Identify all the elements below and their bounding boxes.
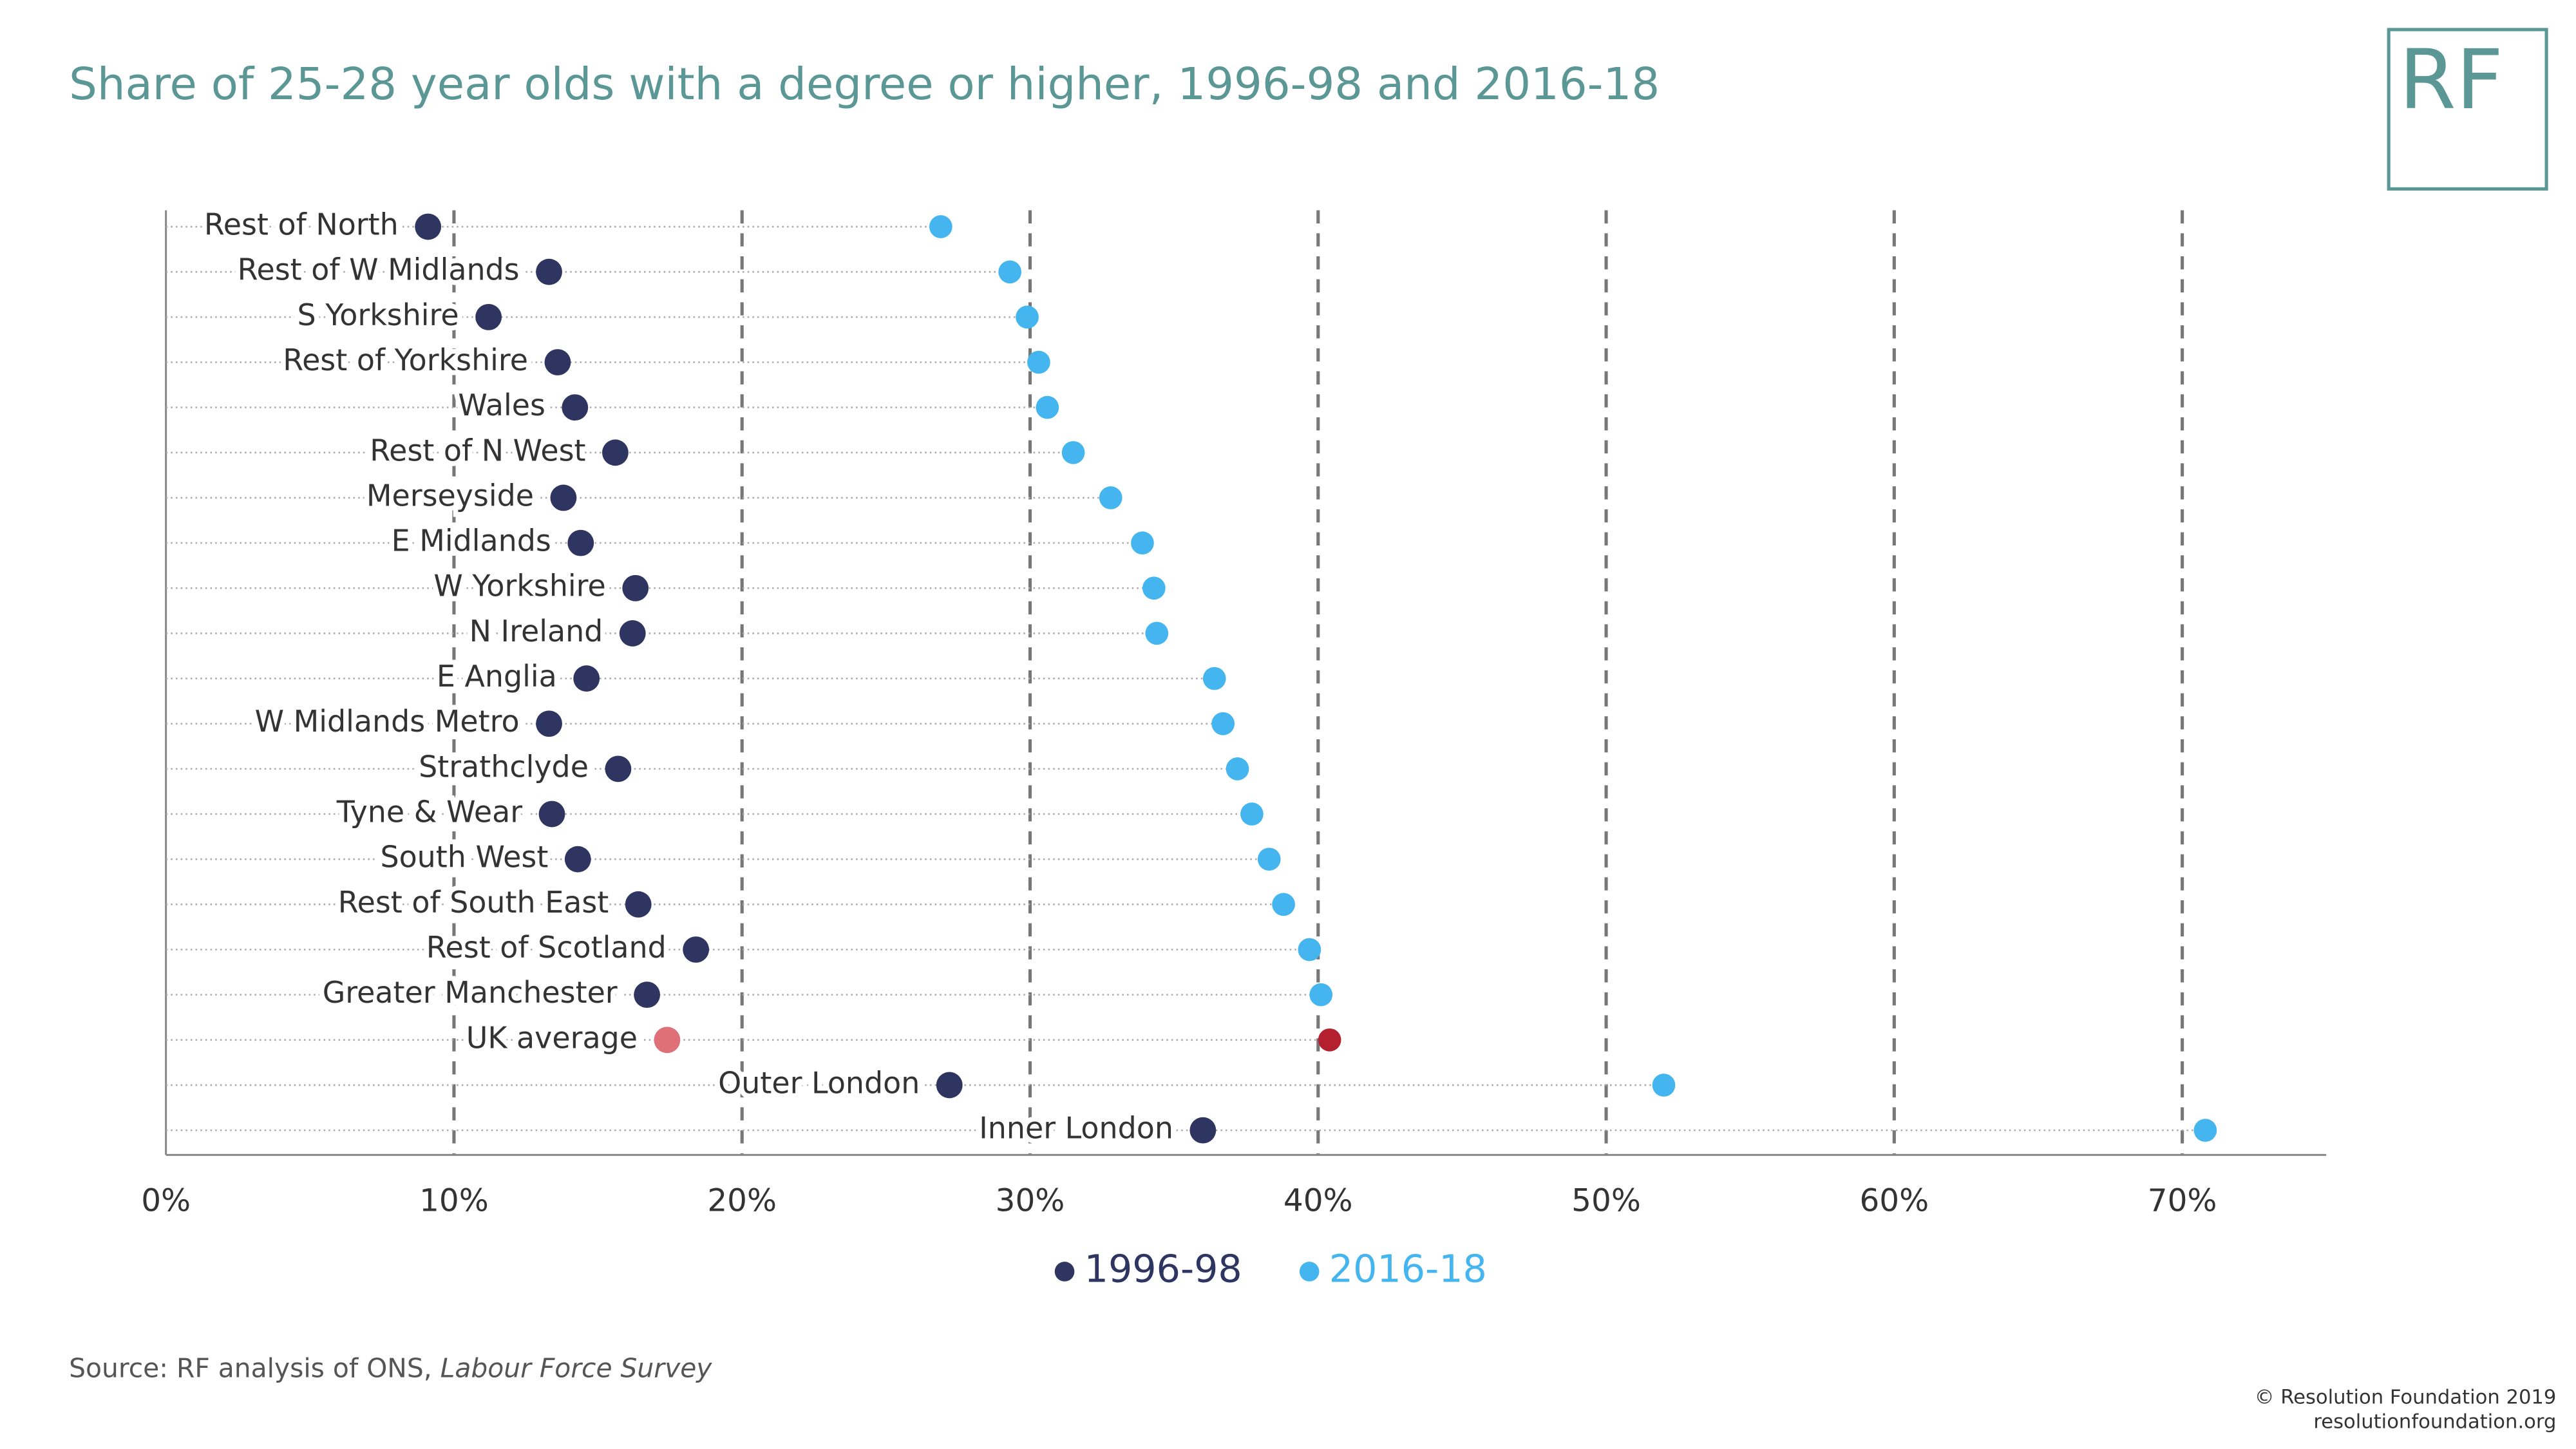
category-label: Rest of North	[204, 207, 399, 242]
category-label: Rest of Yorkshire	[283, 343, 528, 377]
source-text: Source: RF analysis of ONS,	[69, 1353, 432, 1384]
logo: RF	[2399, 33, 2503, 128]
dot	[998, 260, 1022, 284]
dot	[562, 394, 589, 421]
category-label: Merseyside	[366, 478, 534, 513]
website: resolutionfoundation.org	[2313, 1411, 2556, 1434]
category-label: N Ireland	[469, 614, 603, 649]
logo-box	[2387, 28, 2548, 191]
dot	[602, 439, 629, 466]
category-label: Strathclyde	[419, 749, 589, 784]
category-label: South West	[380, 840, 548, 875]
chart-title: Share of 25-28 year olds with a degree o…	[69, 59, 1660, 110]
x-tick-label: 70%	[2148, 1182, 2217, 1218]
legend-marker	[1299, 1262, 1320, 1282]
dot	[1061, 440, 1085, 464]
category-label: Inner London	[979, 1111, 1173, 1146]
dot	[1142, 576, 1166, 600]
dot	[544, 349, 571, 375]
dot	[2193, 1119, 2217, 1142]
category-label: W Yorkshire	[433, 569, 605, 603]
category-label: Rest of N West	[370, 433, 585, 468]
dot	[1272, 893, 1295, 916]
category-label: S Yorkshire	[298, 298, 459, 332]
x-tick-label: 40%	[1283, 1182, 1353, 1218]
dot	[1211, 712, 1235, 735]
dot	[1652, 1074, 1676, 1097]
dot	[634, 981, 661, 1009]
dot	[1145, 621, 1169, 645]
dot	[573, 665, 600, 692]
dot	[564, 846, 591, 873]
category-label: Greater Manchester	[323, 975, 618, 1010]
dot	[538, 800, 565, 828]
dot	[625, 891, 652, 918]
dot	[1240, 802, 1264, 826]
dot	[1027, 350, 1050, 374]
dot	[536, 258, 562, 285]
dot	[1131, 531, 1154, 554]
dot	[654, 1027, 681, 1054]
category-label: UK average	[466, 1020, 638, 1055]
source: Source: RF analysis of ONS, Labour Force…	[69, 1353, 712, 1384]
x-tick-label: 50%	[1571, 1182, 1641, 1218]
dot	[1257, 848, 1281, 871]
dot	[536, 710, 562, 737]
x-tick-label: 20%	[707, 1182, 777, 1218]
dot	[1318, 1028, 1341, 1052]
dot	[605, 755, 632, 782]
dot	[936, 1072, 963, 1099]
category-label: Rest of W Midlands	[238, 252, 520, 287]
legend-label: 2016-18	[1329, 1247, 1487, 1291]
dot	[567, 529, 594, 556]
dot	[1226, 757, 1249, 781]
legend-marker	[1054, 1262, 1075, 1282]
dot	[1309, 983, 1333, 1007]
category-label: Wales	[458, 388, 545, 422]
dot	[1189, 1117, 1217, 1144]
dot	[475, 303, 502, 330]
dot	[929, 215, 952, 238]
category-label: Outer London	[718, 1065, 920, 1100]
category-label: Rest of Scotland	[426, 930, 667, 965]
category-label: Tyne & Wear	[336, 795, 522, 829]
dot	[1099, 486, 1122, 509]
x-tick-label: 30%	[996, 1182, 1065, 1218]
category-label: E Midlands	[392, 524, 551, 558]
dot	[1298, 938, 1321, 961]
x-tick-label: 0%	[141, 1182, 191, 1218]
category-label: E Anglia	[437, 659, 557, 694]
legend-label: 1996-98	[1084, 1247, 1242, 1291]
dot	[622, 574, 649, 601]
category-label: W Midlands Metro	[255, 704, 520, 739]
dot	[1016, 305, 1039, 329]
x-tick-label: 10%	[419, 1182, 489, 1218]
dot	[550, 484, 577, 511]
dot	[1202, 667, 1226, 690]
dot	[683, 936, 710, 963]
source-title: Labour Force Survey	[440, 1353, 713, 1384]
dot	[619, 620, 646, 647]
category-label: Rest of South East	[338, 885, 609, 920]
x-tick-label: 60%	[1859, 1182, 1929, 1218]
dot	[415, 213, 442, 240]
copyright: © Resolution Foundation 2019	[2255, 1386, 2557, 1408]
dot	[1036, 395, 1059, 419]
